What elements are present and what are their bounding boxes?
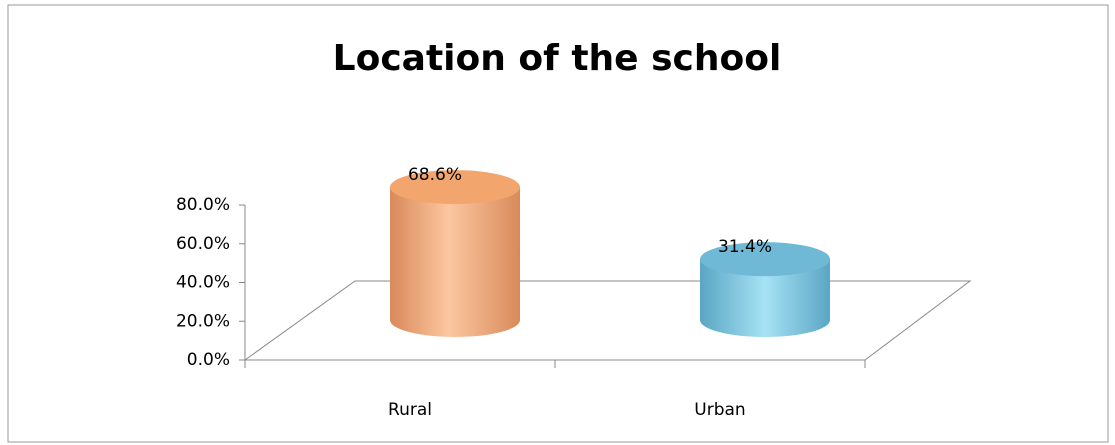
floor: [244, 280, 972, 361]
chart-title: Location of the school: [333, 38, 782, 79]
cylinder-top: [700, 242, 830, 277]
data-label: 31.4%: [718, 237, 772, 257]
y-tick-label: 60.0%: [176, 234, 230, 254]
cylinder-top: [390, 170, 520, 205]
x-tick-label: Urban: [694, 400, 745, 420]
x-tick-label: Rural: [388, 400, 432, 420]
cylinder: [700, 242, 830, 337]
data-label: 68.6%: [408, 165, 462, 185]
y-tick-label: 80.0%: [176, 195, 230, 215]
cylinder-body: [390, 187, 520, 337]
frame: [7, 4, 1109, 443]
cylinder-body: [700, 259, 830, 337]
y-tick-label: 0.0%: [187, 350, 230, 370]
cylinder: [390, 170, 520, 337]
y-tick-label: 20.0%: [176, 311, 230, 331]
y-tick-label: 40.0%: [176, 273, 230, 293]
